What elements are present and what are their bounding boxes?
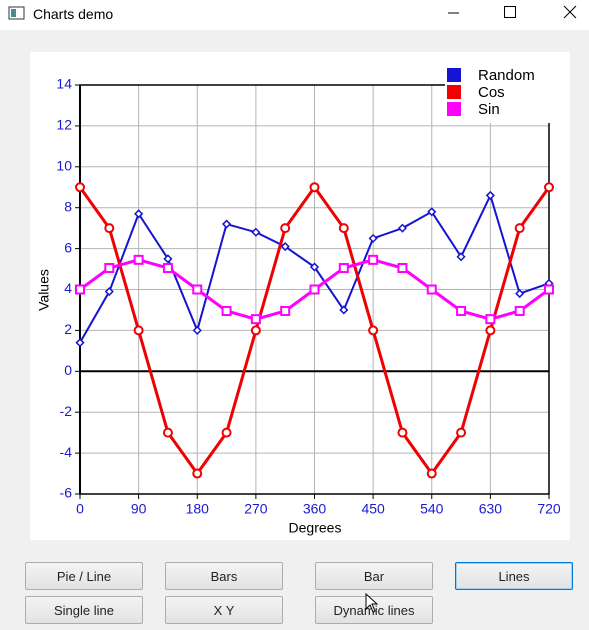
point bbox=[309, 182, 320, 193]
y-tick-label: 4 bbox=[64, 280, 72, 296]
point bbox=[192, 284, 203, 295]
legend-label: Sin bbox=[478, 101, 500, 118]
x-tick-label: 0 bbox=[76, 501, 84, 517]
button[interactable]: X Y bbox=[165, 596, 283, 624]
point bbox=[456, 252, 466, 262]
close[interactable] bbox=[563, 5, 577, 19]
x-tick-label: 450 bbox=[361, 501, 385, 517]
point bbox=[192, 468, 203, 479]
point bbox=[514, 305, 525, 316]
window-title: Charts demo bbox=[33, 6, 114, 22]
point bbox=[104, 286, 114, 297]
point bbox=[280, 305, 291, 316]
button[interactable]: Bars bbox=[165, 562, 283, 590]
y-tick-label: 0 bbox=[64, 362, 72, 378]
chart-panel bbox=[30, 52, 570, 540]
point bbox=[339, 305, 349, 315]
point bbox=[485, 325, 496, 336]
point bbox=[309, 262, 320, 272]
point bbox=[134, 209, 144, 219]
point bbox=[485, 190, 495, 200]
y-tick-label: -2 bbox=[60, 403, 73, 419]
point bbox=[397, 263, 408, 274]
point bbox=[280, 241, 290, 252]
y-tick-label: 2 bbox=[64, 321, 72, 337]
point bbox=[397, 223, 407, 233]
y-tick-label: 10 bbox=[56, 158, 72, 174]
point bbox=[250, 325, 261, 336]
point bbox=[163, 254, 173, 264]
legend-box bbox=[445, 65, 550, 123]
point bbox=[133, 254, 144, 265]
point bbox=[280, 223, 291, 234]
legend-label: Cos bbox=[478, 84, 505, 101]
point bbox=[192, 325, 202, 335]
x-tick-label: 270 bbox=[244, 501, 268, 517]
point bbox=[338, 223, 349, 234]
point bbox=[515, 289, 525, 299]
point bbox=[75, 182, 85, 193]
button[interactable]: Bar bbox=[315, 562, 433, 590]
legend-swatch bbox=[447, 102, 461, 116]
point bbox=[397, 427, 408, 438]
point bbox=[426, 468, 437, 479]
maximize[interactable] bbox=[504, 6, 516, 18]
y-tick-label: 14 bbox=[56, 76, 72, 92]
chart: Degrees Values -6 -4 -2 0 2 4 6 8 10 12 14 0 90 180 27… bbox=[30, 52, 570, 540]
y-tick-label: 6 bbox=[64, 239, 72, 255]
x-tick-label: 360 bbox=[303, 501, 327, 517]
point bbox=[133, 325, 144, 336]
x-tick-label: 540 bbox=[420, 501, 444, 517]
legend-label: Random bbox=[478, 67, 535, 84]
legend-swatch bbox=[447, 68, 461, 82]
point bbox=[221, 427, 232, 438]
x-tick-label: 630 bbox=[479, 501, 503, 517]
point bbox=[338, 263, 349, 274]
point bbox=[427, 207, 437, 217]
point bbox=[368, 254, 379, 265]
point bbox=[544, 182, 554, 193]
window-icons bbox=[8, 5, 577, 20]
point bbox=[456, 427, 467, 438]
point bbox=[221, 305, 232, 316]
point bbox=[514, 223, 525, 234]
app-icon-detail bbox=[11, 9, 16, 17]
button[interactable]: Single line bbox=[25, 596, 143, 624]
title-bar: Charts demo bbox=[0, 0, 589, 30]
x-axis-title: Degrees bbox=[289, 520, 342, 536]
point bbox=[162, 427, 173, 438]
legend-swatch bbox=[447, 85, 461, 99]
point bbox=[104, 263, 115, 274]
y-tick-label: 12 bbox=[56, 117, 72, 133]
point bbox=[75, 284, 85, 295]
point bbox=[162, 263, 173, 274]
point bbox=[368, 233, 378, 243]
point bbox=[251, 227, 261, 237]
y-tick-label: -6 bbox=[60, 485, 73, 501]
point bbox=[368, 325, 379, 336]
y-tick-label: -4 bbox=[60, 444, 73, 460]
x-tick-label: 90 bbox=[131, 501, 147, 517]
point bbox=[309, 284, 320, 295]
point bbox=[485, 314, 496, 325]
point bbox=[426, 284, 437, 295]
point bbox=[544, 284, 554, 295]
point bbox=[250, 314, 261, 325]
x-tick-label: 180 bbox=[186, 501, 210, 517]
y-tick-label: 8 bbox=[64, 198, 72, 214]
point bbox=[456, 305, 467, 316]
point bbox=[75, 338, 85, 348]
point bbox=[104, 223, 115, 234]
point bbox=[222, 219, 232, 229]
x-tick-label: 720 bbox=[537, 501, 561, 517]
button[interactable]: Pie / Line bbox=[25, 562, 143, 590]
button[interactable]: Lines bbox=[455, 562, 573, 590]
mouse-cursor bbox=[365, 593, 379, 613]
y-axis-title: Values bbox=[36, 269, 52, 311]
